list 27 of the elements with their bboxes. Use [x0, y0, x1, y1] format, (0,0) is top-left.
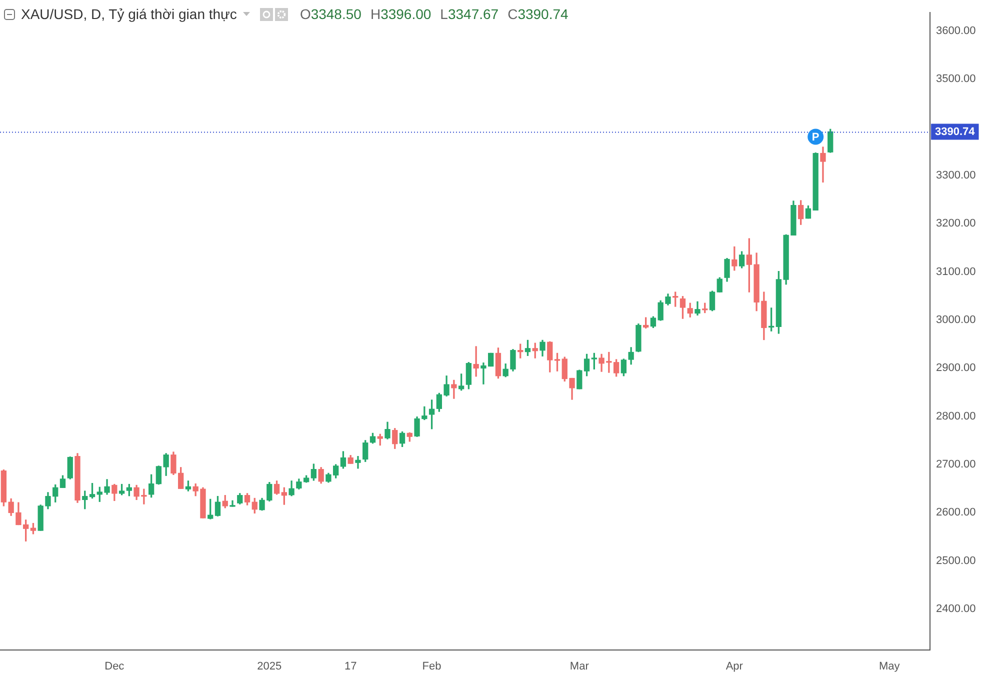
y-tick-label: 3200.00 [936, 218, 976, 230]
ref-line-label: 3390.74 [935, 126, 976, 138]
y-tick-label: 2700.00 [936, 458, 976, 471]
candlestick [820, 146, 826, 183]
x-tick-label: Feb [422, 660, 442, 673]
x-tick-label: Apr [726, 660, 744, 673]
y-tick-label: 3100.00 [936, 266, 976, 278]
y-tick-label: 2900.00 [936, 362, 976, 374]
x-tick-label: 17 [344, 660, 357, 673]
candlestick [451, 380, 457, 399]
y-tick-label: 3300.00 [936, 169, 976, 182]
y-tick-label: 2800.00 [936, 410, 976, 422]
y-tick-label: 2500.00 [936, 554, 976, 567]
chart-subtitle: O3348.50 H3396.00 L3347.67 C3390.74 [300, 6, 568, 22]
y-tick-label: 3000.00 [936, 314, 976, 326]
x-tick-label: Dec [104, 660, 125, 673]
y-tick-label: 2600.00 [936, 506, 976, 519]
x-tick-label: May [879, 660, 900, 673]
y-tick-label: 2400.00 [936, 603, 976, 616]
y-tick-label: 3500.00 [936, 73, 976, 86]
y-tick-label: 3600.00 [936, 24, 976, 37]
chart-title: XAU/USD, D, Tỷ giá thời gian thực [21, 6, 237, 22]
candlestick [473, 346, 479, 377]
annotation: P [812, 131, 820, 144]
x-tick-label: Mar [570, 660, 590, 673]
x-tick-label: 2025 [257, 660, 282, 673]
candlestick [355, 456, 361, 469]
